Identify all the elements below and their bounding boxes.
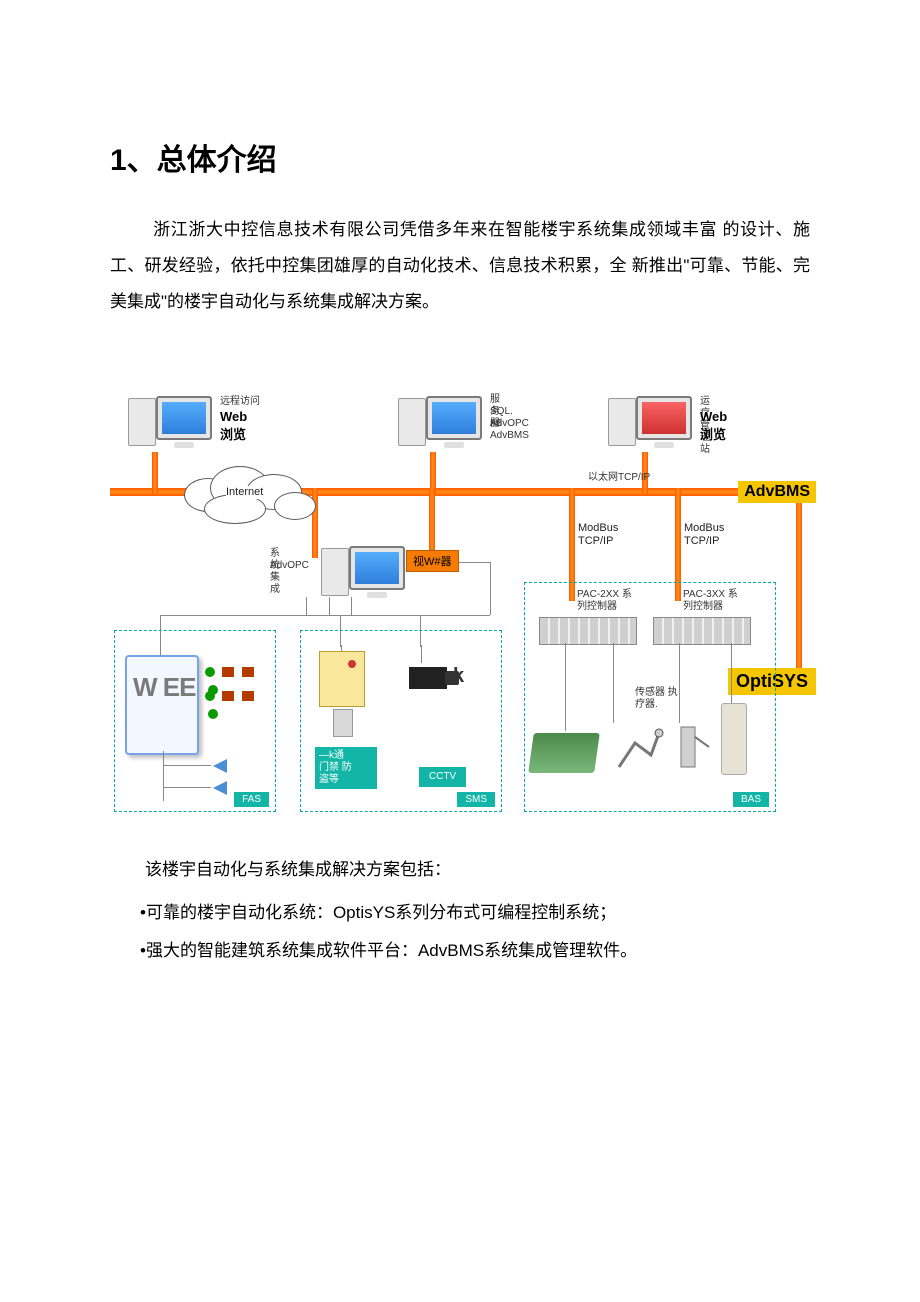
fas-speaker2-icon — [213, 781, 227, 795]
bullet-2: •强大的智能建筑系统集成软件平台：AdvBMS系统集成管理软件。 — [140, 936, 637, 961]
bas-w4 — [731, 643, 732, 707]
sms-green-box: —k通 门禁 防 盗等 — [315, 747, 377, 789]
modbus-right-l2: TCP/IP — [684, 535, 719, 548]
ops-l2: Web浏览 — [700, 409, 727, 443]
sms-tag: SMS — [457, 792, 495, 807]
bas-device1-icon — [528, 733, 600, 773]
fas-sensor-row1 — [205, 663, 265, 675]
pac2-l1: PAC-2XX 系 — [577, 589, 632, 601]
cam-k: k — [453, 665, 464, 688]
bas-tag: BAS — [733, 792, 769, 807]
ethernet-label: 以太网TCP/IP — [588, 472, 650, 484]
ops-monitor-icon — [636, 396, 692, 440]
advbms-badge: AdvBMS — [738, 481, 816, 503]
bus-drop-video — [429, 488, 435, 552]
video-server-box: 视W#器 — [406, 550, 459, 572]
sensor-l2: 疗器. — [635, 699, 658, 711]
sysint-l1: 系统集成 — [270, 548, 280, 596]
architecture-diagram: 以太网TCP/IP AdvBMS OptiSYS 远程访问 Web浏览 服务器 … — [110, 382, 810, 842]
bas-w3 — [679, 643, 680, 723]
bas-w2 — [613, 643, 614, 723]
intro-text: 浙江浙大中控信息技术有限公司凭借多年来在智能楼宇系统集成领域丰富 的设计、施工、… — [110, 220, 810, 311]
keypad-icon — [333, 709, 353, 737]
sysint-l2: AdvOPC — [270, 560, 309, 572]
internet-cloud: Internet — [184, 464, 314, 524]
server-tower-icon — [398, 398, 426, 446]
modbus-left-l1: ModBus — [578, 522, 618, 535]
sms-w2 — [421, 645, 422, 663]
pac2-l2: 列控制器 — [577, 601, 617, 613]
fas-wire-h1 — [163, 765, 211, 766]
bus-drop-optisys — [796, 488, 802, 668]
bas-device4-icon — [721, 703, 747, 775]
server-monitor-icon — [426, 396, 482, 440]
fas-panel-icon: W EE — [125, 655, 199, 755]
remote-monitor-icon — [156, 396, 212, 440]
wire-si-h — [160, 615, 490, 616]
sensor-l1: 传感器 执 — [635, 687, 678, 699]
server-l4: AdvBMS — [490, 430, 529, 442]
remote-label1: 远程访问 — [220, 396, 300, 408]
post-intro: 该楼宇自动化与系统集成解决方案包括： — [145, 852, 451, 888]
remote-tower-icon — [128, 398, 156, 446]
pac3-l1: PAC-3XX 系 — [683, 589, 738, 601]
cctv-camera-icon: k — [409, 663, 465, 697]
wire-si-v1 — [306, 597, 307, 615]
sms-w1 — [341, 645, 342, 651]
fas-wire-v — [163, 751, 164, 801]
fas-wire-h2 — [163, 787, 211, 788]
bus-drop-remote — [152, 452, 158, 494]
sms-box: k —k通 门禁 防 盗等 CCTV SMS — [300, 630, 502, 812]
pac3-controller-icon — [653, 617, 751, 645]
cctv-box: CCTV — [419, 767, 466, 787]
bullet-1: •可靠的楼宇自动化系统：OptisYS系列分布式可编程控制系统； — [140, 898, 616, 923]
fas-panel-text: W EE — [133, 675, 195, 699]
pac2-controller-icon — [539, 617, 637, 645]
cloud-label: Internet — [226, 486, 263, 499]
fas-box: W EE FAS — [114, 630, 276, 812]
intro-paragraph: 浙江浙大中控信息技术有限公司凭借多年来在智能楼宇系统集成领域丰富 的设计、施工、… — [110, 212, 810, 320]
section-heading: 1、总体介绍 — [110, 135, 277, 179]
page: 1、总体介绍 浙江浙大中控信息技术有限公司凭借多年来在智能楼宇系统集成领域丰富 … — [0, 0, 920, 1302]
fas-speaker1-icon — [213, 759, 227, 773]
remote-label2: Web浏览 — [220, 409, 247, 443]
modbus-left-l2: TCP/IP — [578, 535, 613, 548]
sysint-monitor-icon — [349, 546, 405, 590]
sysint-tower-icon — [321, 548, 349, 596]
fas-tag: FAS — [234, 792, 269, 807]
bas-w1 — [565, 643, 566, 731]
wire-si-v3 — [351, 597, 352, 615]
fas-sensor-row2 — [205, 687, 265, 699]
ops-tower-icon — [608, 398, 636, 446]
bas-box: PAC-2XX 系 列控制器 PAC-3XX 系 列控制器 传感器 执 疗器. — [524, 582, 776, 812]
server-l3: AdvOPC — [490, 418, 529, 430]
pac3-l2: 列控制器 — [683, 601, 723, 613]
access-panel-icon — [319, 651, 365, 707]
wire-video-v — [490, 562, 491, 615]
modbus-right-l1: ModBus — [684, 522, 724, 535]
wire-si-v2 — [329, 597, 330, 615]
